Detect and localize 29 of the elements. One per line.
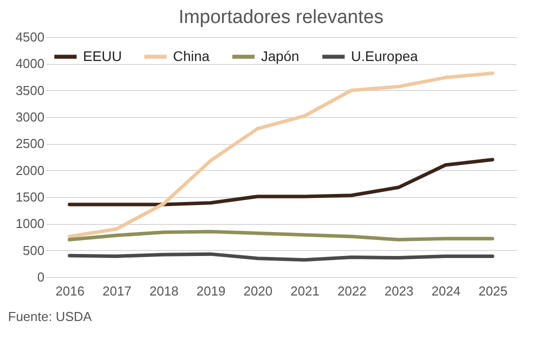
y-tick-label: 1000 (16, 216, 44, 232)
x-tick-label: 2021 (290, 284, 320, 298)
y-tick-label: 500 (22, 242, 44, 258)
y-tick-label: 1500 (16, 190, 44, 204)
source-note: Fuente: USDA (8, 309, 92, 324)
line-series (68, 158, 494, 206)
x-tick-label: 2017 (102, 284, 132, 298)
line-series (68, 230, 494, 242)
legend-label: Japón (261, 48, 300, 64)
x-tick-label: 2019 (196, 284, 226, 298)
x-tick-label: 2016 (56, 284, 84, 298)
x-tick-label: 2022 (338, 284, 366, 298)
y-tick-label: 3500 (16, 82, 44, 98)
y-tick-label: 2000 (16, 162, 44, 178)
x-tick-label: 2023 (384, 284, 414, 298)
x-tick-label: 2020 (244, 284, 272, 298)
legend-label: China (173, 48, 210, 64)
y-tick-label: 3000 (16, 110, 44, 124)
legend-label: U.Europea (351, 48, 418, 64)
legend-label: EEUU (83, 48, 122, 64)
y-tick-label: 4000 (16, 56, 44, 72)
x-tick-label: 2025 (478, 284, 508, 298)
x-tick-label: 2018 (150, 284, 178, 298)
x-tick-label: 2024 (432, 284, 460, 298)
y-tick-label: 0 (37, 270, 44, 284)
y-tick-label: 2500 (16, 136, 44, 152)
chart-title: Importadores relevantes (178, 7, 384, 28)
line-series (68, 72, 494, 238)
y-tick-label: 4500 (16, 30, 44, 44)
